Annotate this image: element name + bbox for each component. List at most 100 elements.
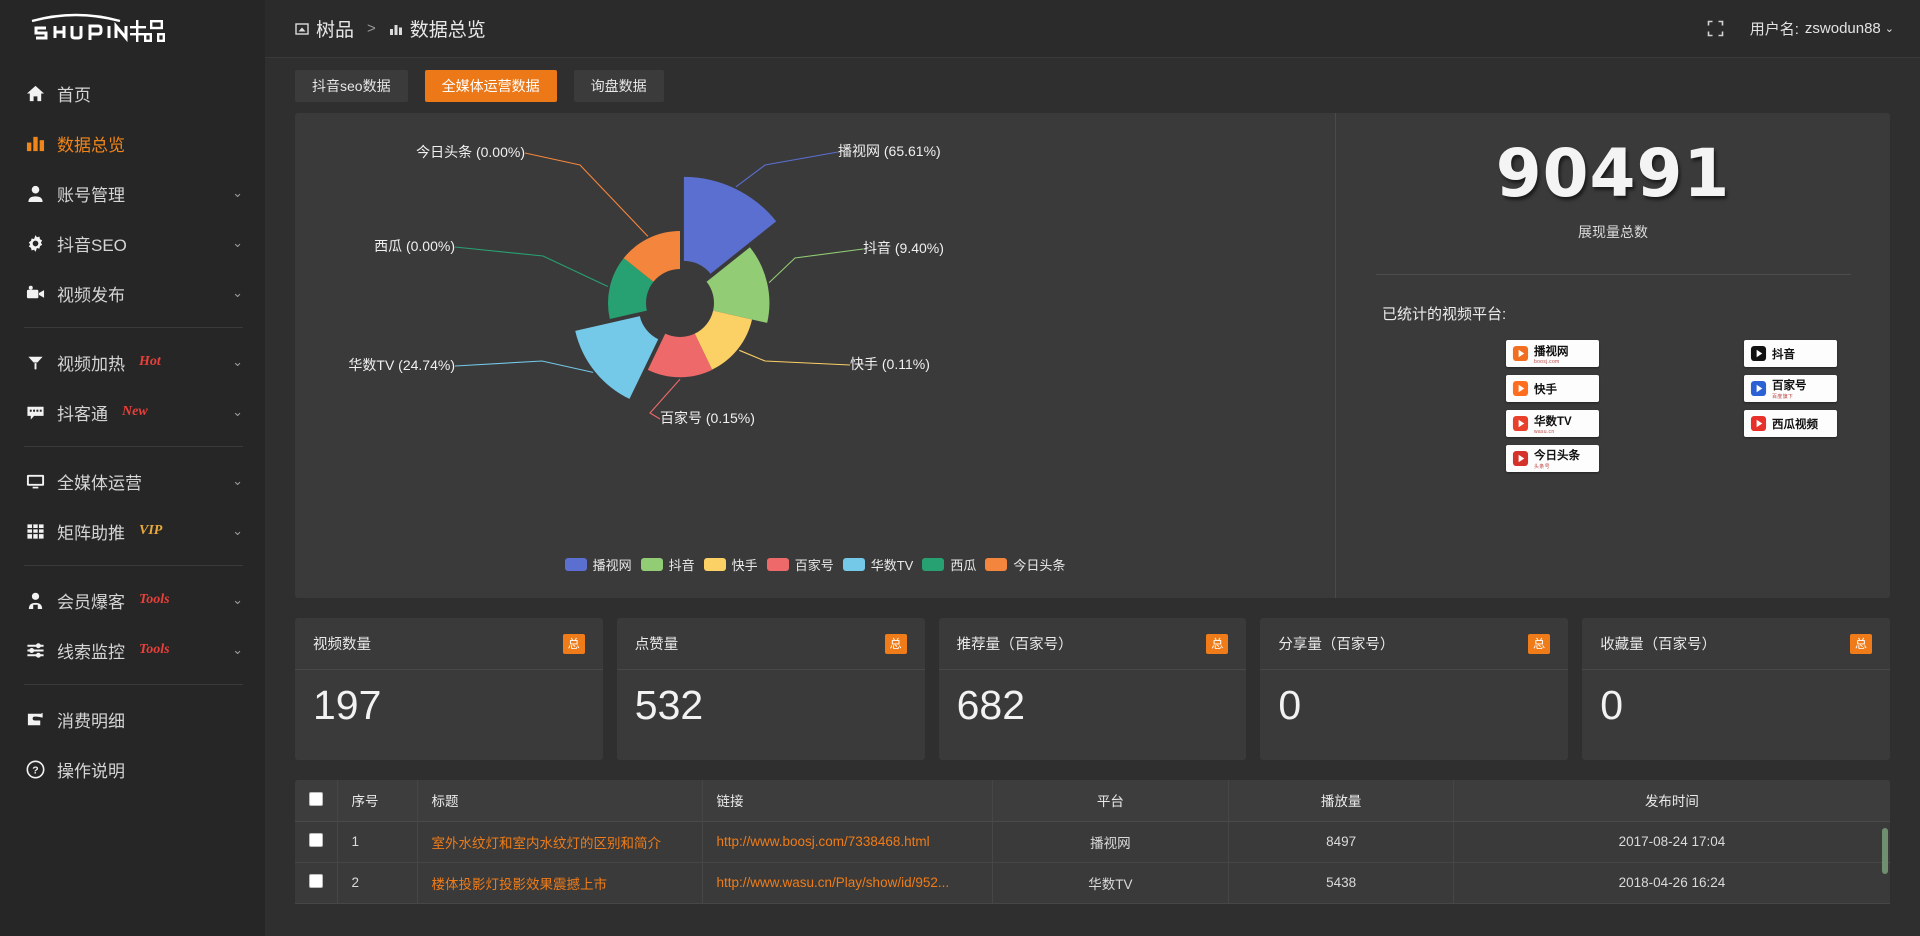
chevron-down-icon[interactable]: ⌄: [232, 354, 243, 369]
legend-item-快手[interactable]: 快手: [703, 555, 758, 574]
sidebar-item-会员爆客[interactable]: 会员爆客 Tools ⌄: [0, 575, 265, 625]
cell-link[interactable]: http://www.wasu.cn/Play/show/id/952...: [702, 862, 993, 904]
svg-text:?: ?: [32, 765, 38, 776]
sidebar-item-操作说明[interactable]: ? 操作说明: [0, 744, 265, 794]
sidebar-item-消费明细[interactable]: 消费明细: [0, 694, 265, 744]
chevron-down-icon[interactable]: ⌄: [232, 404, 243, 419]
sidebar-item-数据总览[interactable]: 数据总览: [0, 118, 265, 168]
platform-column-2: 抖音百家号 百度旗下西瓜视频: [1744, 340, 1837, 472]
sidebar-item-账号管理[interactable]: 账号管理 ⌄: [0, 168, 265, 218]
pie-slice-快手[interactable]: [694, 310, 753, 370]
stat-card-title: 收藏量（百家号）: [1600, 637, 1717, 653]
row-checkbox[interactable]: [308, 833, 323, 847]
cell-index: 1: [337, 821, 418, 863]
cell-published: 2018-04-26 16:24: [1453, 862, 1890, 904]
cell-title[interactable]: 室外水纹灯和室内水纹灯的区别和简介: [417, 821, 703, 863]
pie-label-华数TV: 华数TV (24.74%): [348, 357, 455, 373]
chevron-down-icon[interactable]: ⌄: [232, 523, 243, 538]
table-header-cell: 平台: [992, 780, 1230, 822]
sidebar-item-label: 操作说明: [57, 761, 125, 781]
brand-logo[interactable]: [0, 0, 265, 58]
pie-leader-line: [649, 378, 681, 420]
chart-bar-icon: [24, 132, 46, 154]
pie-label-快手: 快手 (0.11%): [850, 356, 930, 372]
legend-item-今日头条[interactable]: 今日头条: [985, 555, 1065, 574]
sidebar-item-线索监控[interactable]: 线索监控 Tools ⌄: [0, 625, 265, 675]
sidebar-item-抖音SEO[interactable]: 抖音SEO ⌄: [0, 218, 265, 268]
legend-item-华数TV[interactable]: 华数TV: [842, 555, 913, 574]
sidebar-item-抖客通[interactable]: 抖客通 New ⌄: [0, 387, 265, 437]
pie-slice-播视网[interactable]: [683, 176, 777, 274]
breadcrumb-root[interactable]: 树品: [316, 20, 355, 41]
platform-chip-今日头条[interactable]: 今日头条 头条号: [1506, 445, 1599, 473]
chevron-down-icon[interactable]: ⌄: [1884, 23, 1894, 35]
sidebar-item-全媒体运营[interactable]: 全媒体运营 ⌄: [0, 456, 265, 506]
sidebar-item-首页[interactable]: 首页: [0, 68, 265, 118]
total-impressions-value: 90491: [1495, 135, 1731, 212]
legend-swatch: [564, 558, 587, 571]
fullscreen-icon[interactable]: [1707, 20, 1724, 37]
platform-chip-sublabel: boosj.com: [1534, 358, 1560, 365]
chevron-down-icon[interactable]: ⌄: [232, 592, 243, 607]
tab-询盘数据[interactable]: 询盘数据: [573, 69, 664, 102]
pie-slice-抖音[interactable]: [706, 247, 770, 323]
platform-chip-播视网[interactable]: 播视网 boosj.com: [1506, 340, 1599, 368]
select-all-checkbox[interactable]: [308, 791, 323, 806]
cell-link[interactable]: http://www.boosj.com/7338468.html: [702, 821, 993, 863]
sidebar-item-label: 消费明细: [57, 711, 125, 731]
legend-item-抖音[interactable]: 抖音: [640, 555, 695, 574]
platform-chip-sublabel: wasu.cn: [1534, 428, 1555, 435]
video-camera-icon: [24, 282, 46, 304]
platform-chip-label: 华数TV wasu.cn: [1534, 415, 1572, 435]
platform-chip-快手[interactable]: 快手: [1506, 375, 1599, 403]
chevron-down-icon[interactable]: ⌄: [232, 185, 243, 200]
platform-distribution-chart: 播视网 (65.61%) 抖音 (9.40%) 快手 (0.11%) 百家号 (0.1…: [295, 113, 1335, 598]
sidebar-item-视频发布[interactable]: 视频发布 ⌄: [0, 268, 265, 318]
platform-chip-label: 西瓜视频: [1772, 418, 1818, 431]
platform-chip-华数TV[interactable]: 华数TV wasu.cn: [1506, 410, 1599, 438]
chart-legend: 播视网 抖音 快手 百家号 华数TV 西瓜 今日头条: [295, 555, 1335, 574]
table-scrollbar[interactable]: [1882, 828, 1888, 874]
sidebar-item-label: 全媒体运营: [57, 473, 142, 493]
platform-chip-百家号[interactable]: 百家号 百度旗下: [1744, 375, 1837, 403]
sidebar-item-视频加热[interactable]: 视频加热 Hot ⌄: [0, 337, 265, 387]
row-checkbox[interactable]: [308, 874, 323, 888]
breadcrumb-separator: >: [367, 20, 376, 37]
stat-card-header: 点赞量 总: [616, 618, 925, 670]
legend-item-百家号[interactable]: 百家号: [766, 555, 834, 574]
legend-item-西瓜[interactable]: 西瓜: [922, 555, 976, 574]
pie-label-西瓜: 西瓜 (0.00%): [374, 238, 455, 254]
user-name[interactable]: zswodun88: [1804, 20, 1881, 37]
sidebar-item-tag: Tools: [139, 642, 170, 657]
sidebar-item-tag: Tools: [139, 592, 170, 607]
sidebar-item-label: 数据总览: [57, 135, 125, 155]
stat-card-header: 推荐量（百家号） 总: [938, 618, 1247, 670]
cell-title[interactable]: 楼体投影灯投影效果震撼上市: [417, 862, 703, 904]
sidebar-item-矩阵助推[interactable]: 矩阵助推 VIP ⌄: [0, 506, 265, 556]
tab-抖音seo数据[interactable]: 抖音seo数据: [295, 69, 408, 102]
platform-chip-西瓜视频[interactable]: 西瓜视频: [1744, 410, 1837, 438]
xigua-icon: [1749, 414, 1768, 433]
chevron-down-icon[interactable]: ⌄: [232, 473, 243, 488]
stat-card-header: 收藏量（百家号） 总: [1582, 618, 1890, 670]
legend-swatch: [842, 558, 865, 571]
fire-boost-icon: [24, 351, 46, 373]
pie-leader-line: [454, 246, 609, 288]
chevron-down-icon[interactable]: ⌄: [232, 642, 243, 657]
platform-chip-抖音[interactable]: 抖音: [1744, 340, 1837, 368]
chevron-down-icon[interactable]: ⌄: [232, 285, 243, 300]
pie-slice-百家号[interactable]: [647, 333, 713, 378]
tab-全媒体运营数据[interactable]: 全媒体运营数据: [424, 69, 557, 102]
breadcrumb-current[interactable]: 数据总览: [409, 20, 486, 41]
platform-chip-label: 今日头条 头条号: [1534, 450, 1580, 471]
pie-leader-line: [735, 151, 839, 188]
pie-slice-西瓜[interactable]: [608, 258, 654, 320]
pie-slice-华数TV[interactable]: [575, 316, 659, 399]
cell-plays: 8497: [1228, 821, 1454, 863]
platforms-title: 已统计的视频平台:: [1382, 306, 1507, 324]
sidebar-item-tag: New: [122, 404, 148, 419]
comment-icon: [24, 401, 46, 423]
chevron-down-icon[interactable]: ⌄: [232, 235, 243, 250]
pie-slice-今日头条[interactable]: [623, 231, 680, 282]
legend-item-播视网[interactable]: 播视网: [564, 555, 632, 574]
